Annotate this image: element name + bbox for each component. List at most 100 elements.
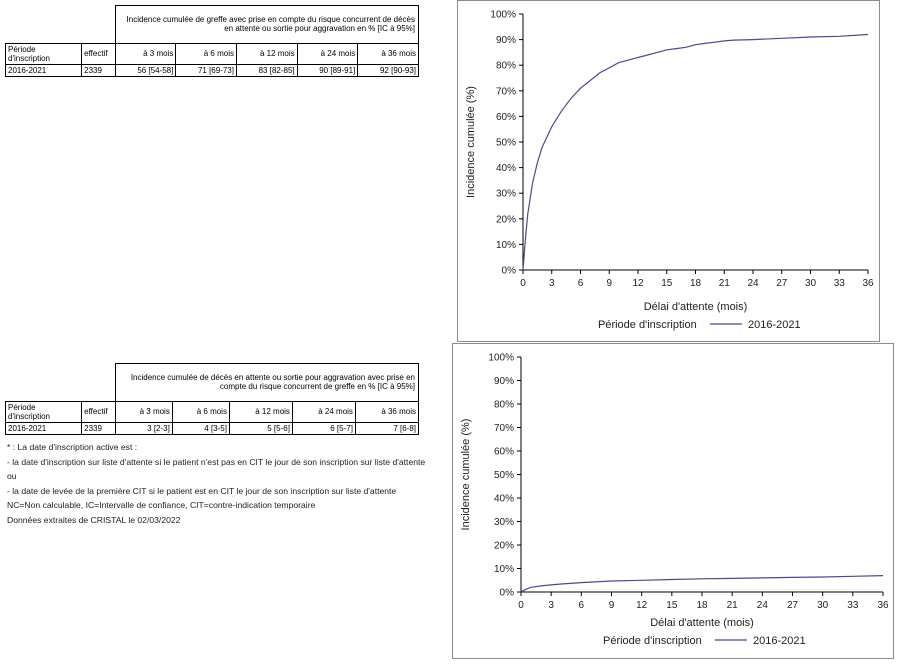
chart-greffe-frame: 0% 10% 20% 30% 40% 50% 60% 70% 80% 90% 100% 0 3 6 9 12 1… [457, 0, 880, 342]
x-tick-label: 12 [636, 600, 648, 611]
x-axis-label: Délai d'attente (mois) [650, 617, 754, 629]
y-tick-label: 20% [496, 214, 516, 225]
series-line [520, 575, 884, 593]
x-tick-label: 6 [579, 600, 585, 611]
x-tick-label: 12 [632, 278, 644, 289]
footnote-line: NC=Non calculable, IC=Intervalle de conf… [7, 500, 316, 511]
col-effectif: effectif [81, 400, 116, 423]
legend-label: 2016-2021 [748, 319, 801, 331]
cell-3-mois: 3 [2-3] [114, 421, 173, 435]
cell-period: 2016-2021 [4, 421, 83, 435]
y-axis-label: Incidence cumulée (%) [460, 419, 472, 531]
x-tick-label: 18 [690, 278, 702, 289]
footnote-line: - la date de levée de la première CIT si… [7, 485, 397, 496]
x-tick-label: 36 [877, 600, 889, 611]
x-tick-label: 0 [518, 600, 524, 611]
table-corner [5, 363, 116, 402]
y-tick-label: 10% [496, 240, 516, 251]
table-row: 2016-2021 2339 56 [54-58] 71 [69-73] 83 … [4, 63, 419, 77]
table-header: Incidence cumulée de greffe avec prise e… [114, 5, 420, 44]
y-tick-label: 40% [496, 163, 516, 174]
y-tick-label: 60% [496, 112, 516, 123]
col-36-mois: à 36 mois [354, 400, 420, 423]
col-period: Période d'inscription [4, 42, 83, 65]
x-tick-label: 33 [847, 600, 859, 611]
y-tick-label: 0% [502, 266, 517, 277]
y-tick-label: 10% [494, 564, 514, 575]
cell-6-mois: 71 [69-73] [175, 63, 237, 77]
cell-effectif: 2339 [81, 63, 116, 77]
x-tick-label: 3 [549, 278, 555, 289]
x-tick-label: 6 [578, 278, 584, 289]
x-tick-label: 30 [805, 278, 817, 289]
col-3-mois: à 3 mois [114, 400, 173, 423]
y-tick-label: 90% [494, 376, 514, 387]
col-3-mois: à 3 mois [114, 42, 177, 65]
footnote-line: * : La date d'inscription active est : [7, 442, 138, 452]
cell-12-mois: 5 [5-6] [228, 421, 293, 435]
x-tick-label: 9 [606, 278, 612, 289]
cell-3-mois: 56 [54-58] [114, 63, 177, 77]
x-tick-label: 27 [787, 600, 799, 611]
x-tick-label: 0 [520, 278, 526, 289]
incidence-deces-table: Incidence cumulée de décès en attente ou… [4, 363, 420, 435]
legend-title: Période d'inscription [598, 319, 697, 331]
x-tick-label: 24 [747, 278, 759, 289]
y-tick-label: 100% [488, 353, 514, 364]
y-tick-label: 30% [494, 517, 514, 528]
chart-deces: 0%10%20%30%40%50%60%70%80%90%100%0 3 6 9 12 1… [460, 353, 889, 648]
table-header: Incidence cumulée de décès en attente ou… [114, 363, 420, 402]
cell-36-mois: 7 [6-8] [354, 421, 420, 435]
col-6-mois: à 6 mois [171, 400, 230, 423]
x-tick-label: 36 [862, 278, 874, 289]
incidence-greffe-table: Incidence cumulée de greffe avec prise e… [4, 5, 420, 77]
y-tick-label: 40% [494, 494, 514, 505]
y-tick-label: 50% [494, 470, 514, 481]
x-tick-label: 9 [609, 600, 615, 611]
legend-label: 2016-2021 [753, 635, 806, 647]
col-12-mois: à 12 mois [235, 42, 298, 65]
x-tick-label: 15 [661, 278, 673, 289]
x-tick-label: 27 [776, 278, 788, 289]
y-tick-label: 100% [490, 10, 516, 21]
x-tick-label: 21 [727, 600, 739, 611]
x-tick-label: 21 [719, 278, 731, 289]
y-tick-label: 70% [496, 86, 516, 97]
y-tick-label: 70% [494, 423, 514, 434]
cell-24-mois: 90 [89-91] [296, 63, 359, 77]
chart-deces-frame: 0% 10% 20% 30% 40% 50% 60% 70% 80% 90% 100% 0 3 6 9 12 1… [452, 343, 894, 659]
x-tick-label: 24 [757, 600, 769, 611]
y-tick-label: 0% [500, 588, 515, 599]
footnotes: * : La date d'inscription active est : -… [7, 440, 457, 528]
col-6-mois: à 6 mois [175, 42, 237, 65]
x-tick-label: 3 [548, 600, 554, 611]
y-tick-label: 80% [496, 61, 516, 72]
col-effectif: effectif [81, 42, 116, 65]
cell-period: 2016-2021 [4, 63, 83, 77]
table-corner [5, 5, 116, 44]
y-axis-label: Incidence cumulée (%) [465, 86, 477, 198]
cell-36-mois: 92 [90-93] [357, 63, 419, 77]
cell-12-mois: 83 [82-85] [235, 63, 298, 77]
legend-title: Période d'inscription [603, 635, 702, 647]
chart-greffe: 0%10%20%30%40%50%60%70%80%90%100%0 3 6 9 12 1… [465, 10, 874, 332]
x-tick-label: 33 [834, 278, 846, 289]
col-period: Période d'inscription [4, 400, 83, 423]
y-tick-label: 20% [494, 541, 514, 552]
y-tick-label: 30% [496, 189, 516, 200]
col-24-mois: à 24 mois [291, 400, 356, 423]
x-tick-label: 18 [696, 600, 708, 611]
x-tick-label: 15 [666, 600, 678, 611]
footnote-line: ou [7, 471, 17, 482]
col-24-mois: à 24 mois [296, 42, 359, 65]
col-12-mois: à 12 mois [228, 400, 293, 423]
col-36-mois: à 36 mois [357, 42, 419, 65]
cell-24-mois: 6 [5-7] [291, 421, 356, 435]
footnote-line: - la date d'inscription sur liste d'atte… [7, 456, 426, 467]
cell-6-mois: 4 [3-5] [171, 421, 230, 435]
y-tick-label: 80% [494, 400, 514, 411]
y-tick-label: 50% [496, 138, 516, 149]
cell-effectif: 2339 [81, 421, 116, 435]
table-row: 2016-2021 2339 3 [2-3] 4 [3-5] 5 [5-6] 6… [4, 421, 420, 435]
x-tick-label: 30 [817, 600, 829, 611]
